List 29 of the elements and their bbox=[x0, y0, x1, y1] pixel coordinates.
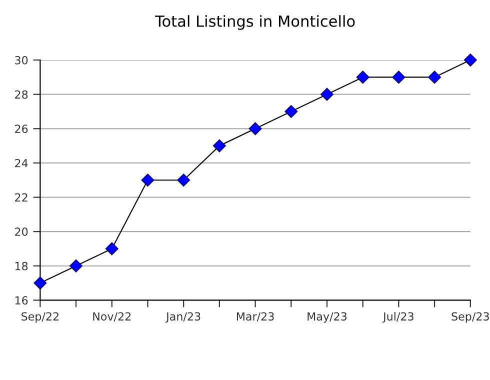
y-tick-label: 16 bbox=[15, 296, 28, 305]
point bbox=[248, 122, 262, 136]
point bbox=[464, 54, 477, 66]
chart-title: Total Listings in Monticello bbox=[154, 15, 355, 30]
point bbox=[320, 88, 334, 101]
y-tick-label: 24 bbox=[15, 158, 28, 168]
point bbox=[392, 70, 406, 84]
y-tick-label: 18 bbox=[15, 262, 28, 270]
y-tick-label: 20 bbox=[15, 228, 28, 236]
y-tick-label: 22 bbox=[15, 193, 28, 202]
point bbox=[105, 242, 118, 256]
point bbox=[177, 174, 190, 187]
y-tick-label: 26 bbox=[15, 124, 28, 134]
point bbox=[70, 259, 82, 272]
x-tick-label: Sep/22 bbox=[22, 312, 58, 323]
point bbox=[428, 70, 441, 84]
x-tick-label: Nov/22 bbox=[93, 312, 131, 322]
x-tick-label: Sep/23 bbox=[452, 312, 489, 323]
x-tick-label: Jan/23 bbox=[166, 312, 200, 323]
x-tick-label: Jul/23 bbox=[382, 312, 414, 323]
point bbox=[284, 105, 298, 118]
y-tick-label: 28 bbox=[15, 90, 28, 99]
point bbox=[356, 70, 370, 84]
x-tick-label: May/23 bbox=[308, 312, 347, 323]
point bbox=[212, 139, 226, 152]
point bbox=[141, 174, 154, 187]
y-tick-label: 30 bbox=[15, 56, 28, 64]
x-tick-label: Mar/23 bbox=[236, 312, 274, 322]
point bbox=[34, 276, 47, 290]
